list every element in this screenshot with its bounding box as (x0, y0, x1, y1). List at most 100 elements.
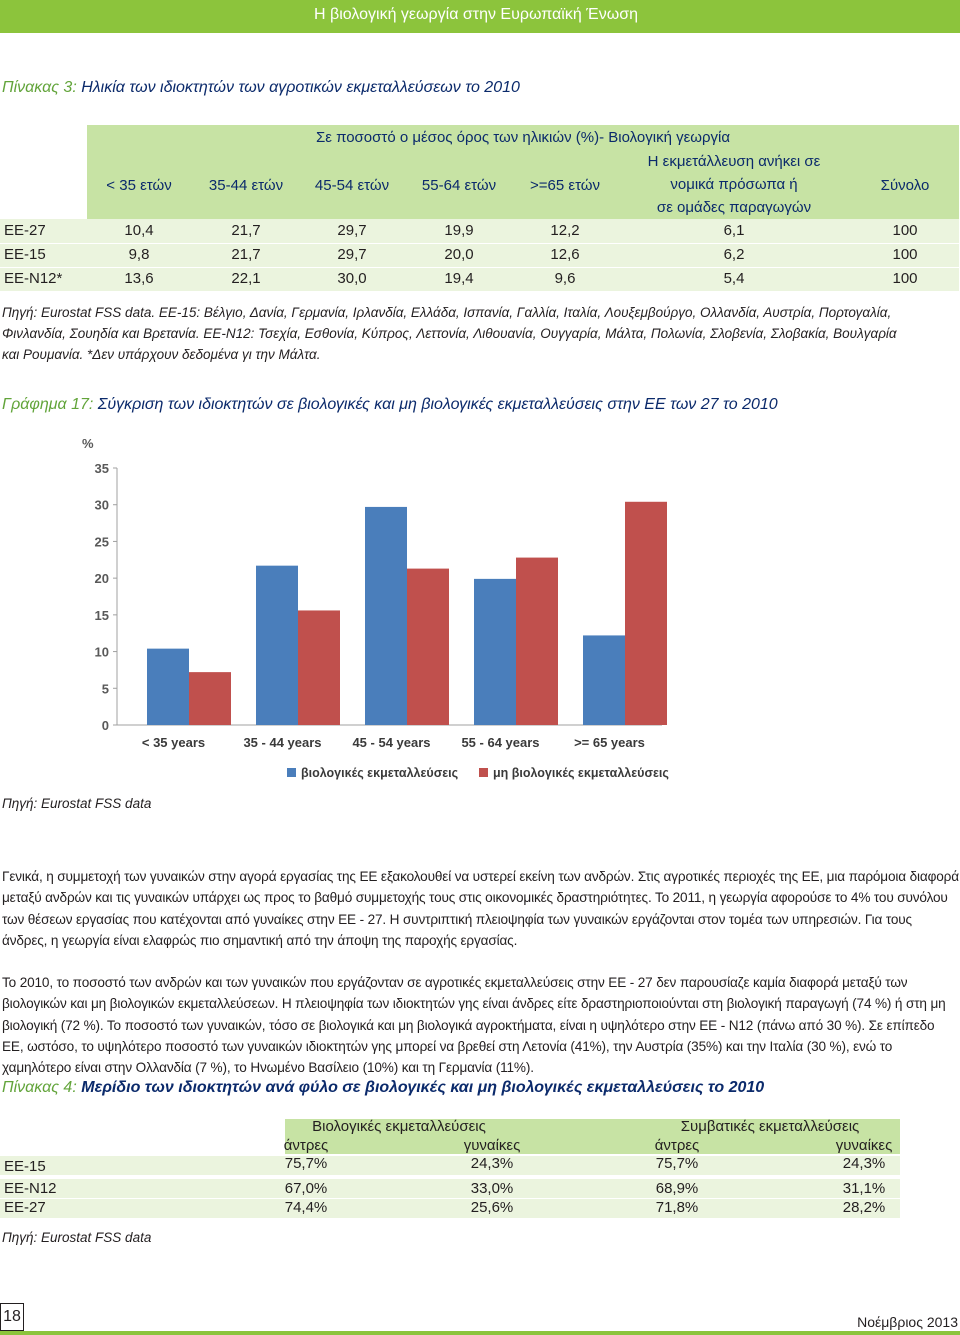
table3-cell: 13,6 (124, 270, 154, 287)
table4-caption: Πίνακας 4: Μερίδιο των ιδιοκτητών ανά φύ… (2, 1079, 764, 1097)
table3-col-header: Η εκμετάλλευση ανήκει σε (647, 153, 821, 170)
table4-sub-header: άντρες (283, 1137, 329, 1154)
table3-cell: 29,7 (337, 222, 367, 239)
table3-cell: 6,1 (723, 222, 745, 239)
table3-cell: 19,9 (444, 222, 474, 239)
bar-series-1-4 (474, 578, 516, 725)
page-header: Η βιολογική γεωργία στην Ευρωπαϊκή Ένωση (0, 0, 960, 33)
table4-cell: 71,8% (655, 1199, 699, 1216)
table4-cell: 31,1% (842, 1180, 886, 1197)
table4-sub-header: γυναίκες (835, 1137, 893, 1154)
footer-date: Νοέμβριος 2013 (857, 1314, 958, 1330)
y-axis-label: % (82, 436, 94, 451)
table3-cell: 100 (892, 270, 918, 287)
chart-legend: βιολογικές εκμεταλλεύσεις μη βιολογικές … (287, 766, 669, 780)
table3-row-divider (0, 243, 959, 244)
table3-col-header: Σύνολο (880, 177, 930, 194)
y-ticks-group: 0 5 10 15 20 25 30 35 (95, 461, 117, 733)
legend-swatch-series-1 (287, 768, 296, 777)
table3-col-header: 55-64 ετών (421, 177, 497, 194)
x-tick-label: < 35 years (142, 735, 205, 750)
table3-row-label: ΕΕ-27 (4, 222, 46, 239)
table3-cell: 21,7 (231, 222, 261, 239)
table3-cell: 12,2 (550, 222, 580, 239)
table3-cell: 10,4 (124, 222, 154, 239)
bar-chart: % 0 5 10 15 20 25 30 35 < 35 years 35 - 44 years… (72, 430, 672, 790)
bar-series-2-4 (516, 557, 558, 725)
table4-cell: 24,3% (470, 1155, 514, 1172)
table4-row-bg (0, 1179, 900, 1198)
table3-source-note: Πηγή: Eurostat FSS data. ΕΕ-15: Βέλγιο, … (2, 302, 957, 365)
table4-row-label: ΕΕ-15 (4, 1158, 46, 1175)
y-tick-label: 20 (95, 571, 109, 586)
note-line: Πηγή: Eurostat FSS data. ΕΕ-15: Βέλγιο, … (2, 305, 892, 320)
table3-row-divider (0, 267, 959, 268)
table3-cell: 100 (892, 246, 918, 263)
chart-caption-text: Σύγκριση των ιδιοκτητών σε βιολογικές κα… (97, 396, 778, 413)
table3-col-header: 35-44 ετών (208, 177, 284, 194)
table3-cell: 21,7 (231, 246, 261, 263)
chart-caption: Γράφημα 17: Σύγκριση των ιδιοκτητών σε β… (2, 396, 778, 414)
table3-caption-text: Ηλικία των ιδιοκτητών των αγροτικών εκμε… (81, 79, 520, 96)
table4-row-bg (0, 1156, 900, 1175)
table3-cell: 29,7 (337, 246, 367, 263)
table4-row-label: ΕΕ-Ν12 (4, 1180, 57, 1197)
table4-cell: 68,9% (655, 1180, 699, 1197)
table4-cell: 74,4% (284, 1199, 328, 1216)
table4-cell: 75,7% (284, 1155, 328, 1172)
table3-cell: 100 (892, 222, 918, 239)
table4-header-bg (285, 1119, 900, 1154)
table3-cell: 9,8 (128, 246, 150, 263)
footer-line (0, 1331, 960, 1335)
table3-col-header: σε ομάδες παραγωγών (656, 199, 812, 216)
note-line: Φινλανδία, Σουηδία και Βρετανία. ΕΕ-Ν12:… (2, 326, 897, 341)
legend-swatch-series-2 (479, 768, 488, 777)
legend-label-series-2: μη βιολογικές εκμεταλλεύσεις (493, 766, 669, 780)
table3-cell: 6,2 (723, 246, 745, 263)
table4-caption-text: Μερίδιο των ιδιοκτητών ανά φύλο σε βιολο… (81, 1079, 765, 1096)
table3-header-bg (87, 125, 959, 219)
y-tick-label: 15 (95, 608, 109, 623)
table3-col-header: < 35 ετών (106, 177, 172, 194)
y-tick-label: 10 (95, 645, 109, 660)
table4-cell: 25,6% (470, 1199, 514, 1216)
table3-col-header: 45-54 ετών (314, 177, 390, 194)
table4-source: Πηγή: Eurostat FSS data (2, 1230, 152, 1245)
table4-cell: 24,3% (842, 1155, 886, 1172)
x-tick-label: >= 65 years (574, 735, 645, 750)
bar-series-2-1 (189, 672, 231, 725)
y-tick-label: 5 (102, 681, 109, 696)
bar-series-2-3 (407, 568, 449, 725)
bar-series-2-2 (298, 610, 340, 725)
bar-series-2-5 (625, 501, 667, 725)
table3-cell: 19,4 (444, 270, 474, 287)
x-tick-label: 55 - 64 years (461, 735, 539, 750)
body-paragraph: Γενικά, η συμμετοχή των γυναικών στην αγ… (2, 869, 959, 948)
table3-group-header: Σε ποσοστό ο μέσος όρος των ηλικιών (%)-… (315, 129, 731, 146)
table4-sub-header: γυναίκες (463, 1137, 521, 1154)
table3-caption-number: Πίνακας 3: (2, 79, 77, 96)
table3-cell: 12,6 (550, 246, 580, 263)
table3-row-label: ΕΕ-15 (4, 246, 46, 263)
table3-cell: 20,0 (444, 246, 474, 263)
note-line: και Ρουμανία. *Δεν υπάρχουν δεδομένα γι … (2, 347, 321, 362)
table3-cell: 30,0 (337, 270, 367, 287)
body-paragraph: Το 2010, το ποσοστό των ανδρών και των γ… (2, 975, 946, 1076)
x-tick-label: 35 - 44 years (243, 735, 321, 750)
table3-body-bg (0, 219, 959, 291)
table3-cell: 22,1 (231, 270, 261, 287)
table4-cell: 33,0% (470, 1180, 514, 1197)
table3-col-header: >=65 ετών (530, 177, 600, 194)
table4-row-bg (0, 1199, 900, 1218)
table4-sub-header: άντρες (654, 1137, 700, 1154)
bar-series-1-2 (256, 565, 298, 725)
table4-cell: 75,7% (655, 1155, 699, 1172)
table3-cell: 5,4 (723, 270, 745, 287)
table4-group-header: Συμβατικές εκμεταλλεύσεις (680, 1118, 860, 1135)
y-tick-label: 25 (95, 534, 109, 549)
x-labels-group: < 35 years 35 - 44 years 45 - 54 years 55 -… (142, 735, 645, 750)
table4-group-header: Βιολογικές εκμεταλλεύσεις (312, 1118, 486, 1135)
y-tick-label: 0 (102, 718, 109, 733)
bar-chart-svg: % 0 5 10 15 20 25 30 35 < 35 years 35 - 44 years… (82, 436, 669, 780)
chart-caption-number: Γράφημα 17: (2, 396, 94, 413)
